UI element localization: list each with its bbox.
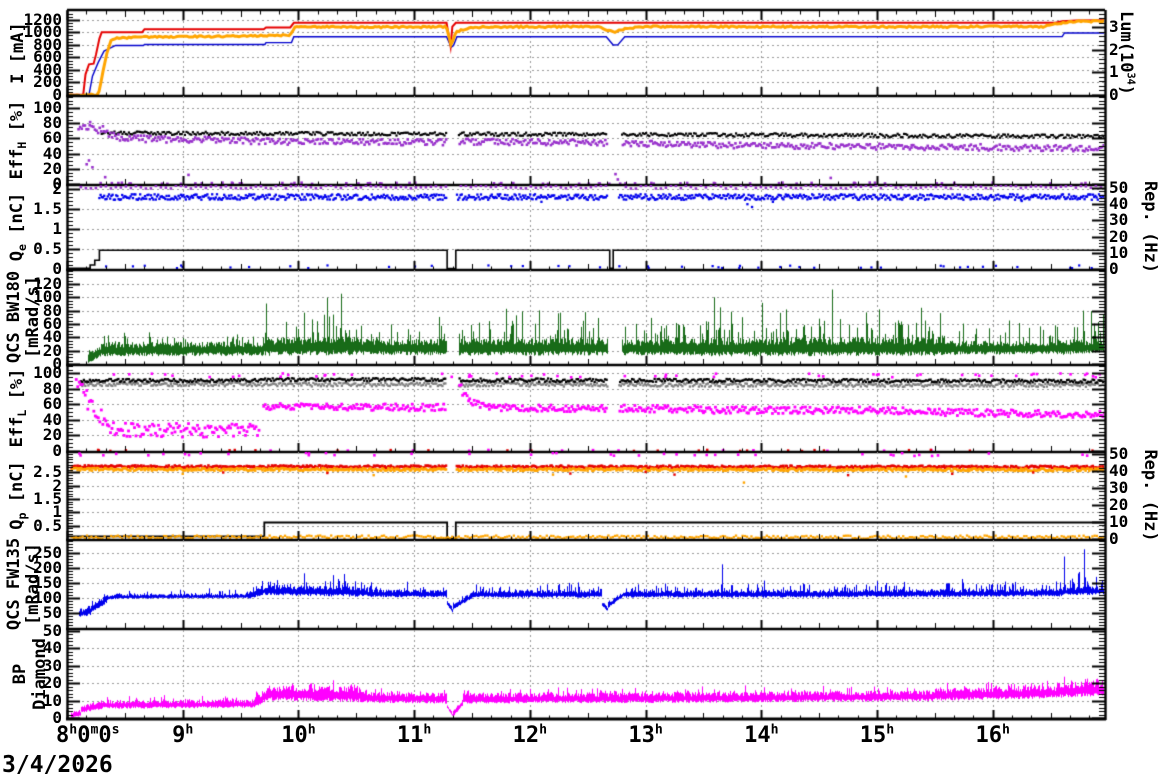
date-label: 3/4/2026 — [2, 752, 113, 778]
